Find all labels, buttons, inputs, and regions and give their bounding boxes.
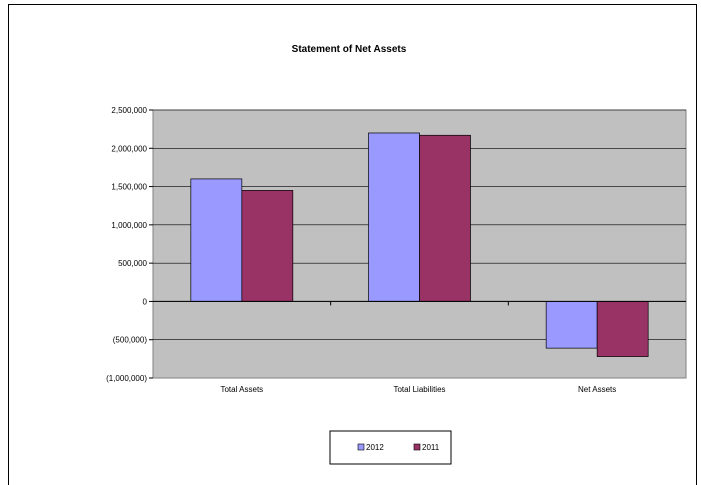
legend: 2012 2011 [329, 430, 452, 465]
bar-2012-2 [545, 301, 598, 349]
bars [190, 132, 649, 357]
legend-label: 2011 [422, 443, 440, 452]
y-tick-label: 2,000,000 [111, 144, 147, 153]
legend-swatch-2012 [357, 443, 365, 451]
x-category-label: Net Assets [578, 385, 616, 394]
y-tick-label: 0 [143, 297, 148, 306]
bar-2011-0 [241, 190, 294, 302]
legend-label: 2012 [366, 443, 384, 452]
bar-2011-2 [596, 301, 649, 357]
x-category-label: Total Assets [220, 385, 263, 394]
x-axis-labels: Total Assets Total Liabilities Net Assets [220, 301, 616, 394]
chart-title: Statement of Net Assets [292, 44, 407, 55]
y-tick-label: 1,000,000 [111, 221, 147, 230]
y-axis-ticks: 2,500,000 2,000,000 1,500,000 1,000,000 500,… [106, 106, 153, 383]
bar-2011-1 [419, 134, 471, 302]
chart-frame [8, 4, 697, 485]
y-tick-label: 2,500,000 [111, 106, 147, 115]
x-category-label: Total Liabilities [393, 385, 445, 394]
legend-box [329, 430, 452, 465]
legend-swatch-2011 [413, 443, 421, 451]
y-tick-label: 1,500,000 [111, 183, 147, 192]
bar-2012-1 [368, 132, 420, 302]
y-tick-label: (500,000) [113, 336, 148, 345]
y-tick-label: (1,000,000) [106, 374, 147, 383]
bar-2012-0 [190, 178, 243, 302]
y-tick-label: 500,000 [118, 259, 147, 268]
